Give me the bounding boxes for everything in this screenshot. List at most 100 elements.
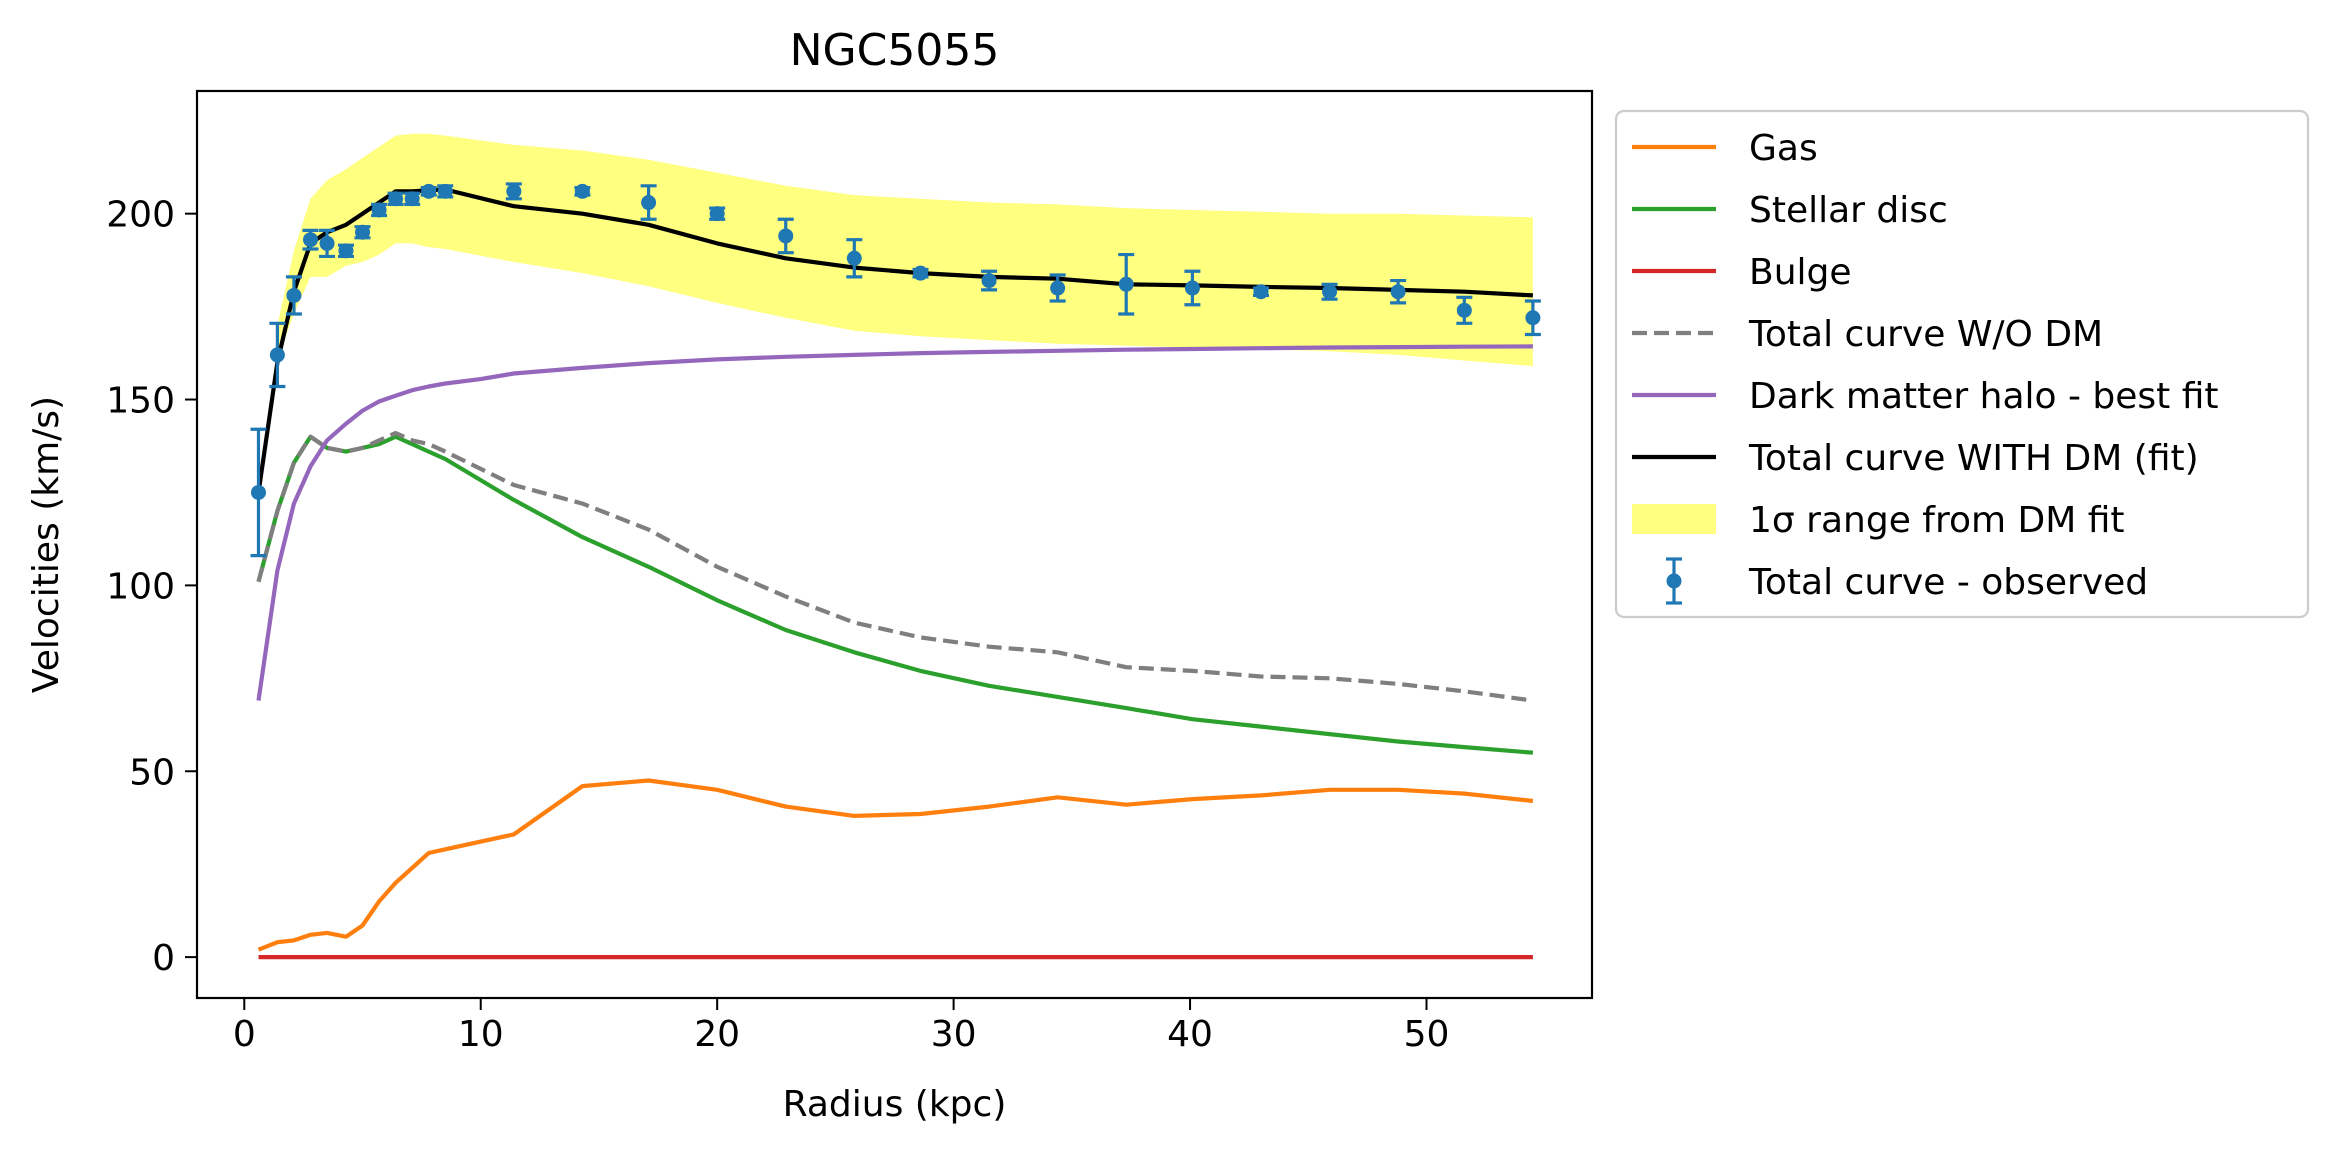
legend-label: Total curve - observed	[1748, 562, 2148, 603]
data-marker	[371, 202, 387, 218]
legend-item-total-curve-with-dm-fit: Total curve WITH DM (fit)	[1632, 438, 2199, 479]
observed-point	[1456, 295, 1473, 325]
legend-label: 1σ range from DM fit	[1749, 500, 2125, 541]
legend-label: Stellar disc	[1749, 190, 1948, 231]
data-marker	[338, 243, 354, 259]
sigma-band-layer	[277, 133, 1533, 367]
observed-point	[269, 321, 286, 389]
legend-item-1-range-from-dm-fit: 1σ range from DM fit	[1632, 500, 2125, 541]
observed-point	[337, 243, 354, 259]
y-tick-label: 50	[129, 752, 175, 793]
data-marker	[1118, 276, 1134, 292]
legend-swatch-marker	[1666, 573, 1682, 589]
data-marker	[1525, 310, 1541, 326]
observed-point	[250, 427, 267, 558]
legend-swatch	[1632, 504, 1716, 534]
data-marker	[250, 484, 266, 500]
x-tick-label: 10	[458, 1014, 504, 1055]
legend-box	[1614, 109, 2310, 619]
observed-point	[981, 269, 998, 292]
legend-label: Total curve WITH DM (fit)	[1748, 438, 2199, 479]
legend-label: Dark matter halo - best fit	[1749, 376, 2219, 417]
observed-point	[777, 217, 794, 255]
chart-title: NGC5055	[790, 25, 1000, 76]
data-marker	[846, 250, 862, 266]
observed-point	[371, 202, 388, 218]
x-tick-label: 20	[694, 1014, 740, 1055]
data-marker	[1456, 302, 1472, 318]
data-marker	[319, 235, 335, 251]
x-axis-label: Radius (kpc)	[783, 1084, 1007, 1125]
data-marker	[1390, 284, 1406, 300]
legend-item-total-curve-w-o-dm: Total curve W/O DM	[1632, 314, 2103, 355]
series-line-gas	[257, 778, 1534, 952]
data-marker	[286, 287, 302, 303]
observed-point	[1321, 282, 1338, 301]
observed-point	[420, 183, 437, 199]
x-tick-label: 40	[1167, 1014, 1213, 1055]
data-marker	[981, 273, 997, 289]
x-tick-label: 0	[233, 1014, 256, 1055]
y-tick-label: 200	[106, 195, 175, 236]
data-marker	[913, 265, 929, 281]
legend-label: Total curve W/O DM	[1748, 314, 2103, 355]
legend-item-total-curve-observed: Total curve - observed	[1666, 557, 2148, 605]
observed-point	[319, 228, 336, 259]
legend: Gas Stellar disc Bulge Total curve W/O DM Da…	[1614, 109, 2310, 619]
observed-points-layer	[250, 182, 1541, 558]
observed-point	[912, 265, 929, 281]
legend-item-stellar-disc: Stellar disc	[1632, 190, 1948, 231]
data-marker	[302, 232, 318, 248]
x-tick-label: 30	[931, 1014, 977, 1055]
observed-point	[1390, 278, 1407, 305]
observed-point	[285, 275, 302, 316]
data-marker	[269, 347, 285, 363]
sigma-band	[277, 133, 1533, 367]
plot-frame	[195, 89, 1594, 1000]
observed-point	[1118, 252, 1135, 316]
observed-point	[437, 183, 454, 199]
data-marker	[1322, 284, 1338, 300]
observed-point	[387, 191, 404, 207]
y-tick-label: 100	[106, 566, 175, 607]
data-marker	[1253, 284, 1269, 300]
y-tick-label: 150	[106, 381, 175, 422]
data-marker	[778, 228, 794, 244]
data-marker	[437, 183, 453, 199]
legend-item-bulge: Bulge	[1632, 252, 1852, 293]
series-line-stellar-disc	[256, 434, 1534, 755]
data-marker	[1050, 280, 1066, 296]
observed-point	[1184, 269, 1201, 307]
data-marker	[355, 224, 371, 240]
legend-label: Gas	[1749, 128, 1818, 169]
observed-point	[709, 206, 726, 222]
data-marker	[404, 191, 420, 207]
data-marker	[709, 206, 725, 222]
series-lines-layer	[256, 187, 1534, 960]
series-line-dark-matter-halo-best-fit	[256, 344, 1533, 701]
x-tick-label: 50	[1404, 1014, 1450, 1055]
data-marker	[574, 183, 590, 199]
data-marker	[421, 183, 437, 199]
axis-ticks-layer: 0 10 20 30 40 50 0 50 100 150 200	[106, 195, 1449, 1055]
observed-point	[505, 182, 522, 201]
data-marker	[506, 183, 522, 199]
observed-point	[1049, 273, 1066, 303]
legend-item-gas: Gas	[1632, 128, 1818, 169]
observed-point	[302, 228, 319, 251]
legend-item-dark-matter-halo-best-fit: Dark matter halo - best fit	[1632, 376, 2219, 417]
observed-point	[404, 191, 421, 207]
legend-label: Bulge	[1749, 252, 1852, 293]
data-marker	[641, 195, 657, 211]
observed-point	[1524, 299, 1541, 337]
data-marker	[388, 191, 404, 207]
y-axis-label: Velocities (km/s)	[26, 396, 67, 693]
observed-point	[354, 224, 371, 240]
observed-point	[846, 238, 863, 279]
observed-point	[640, 184, 657, 221]
observed-point	[1252, 284, 1269, 300]
y-tick-label: 0	[152, 938, 175, 979]
data-marker	[1184, 280, 1200, 296]
series-line-total-curve-w-o-dm	[256, 430, 1534, 703]
